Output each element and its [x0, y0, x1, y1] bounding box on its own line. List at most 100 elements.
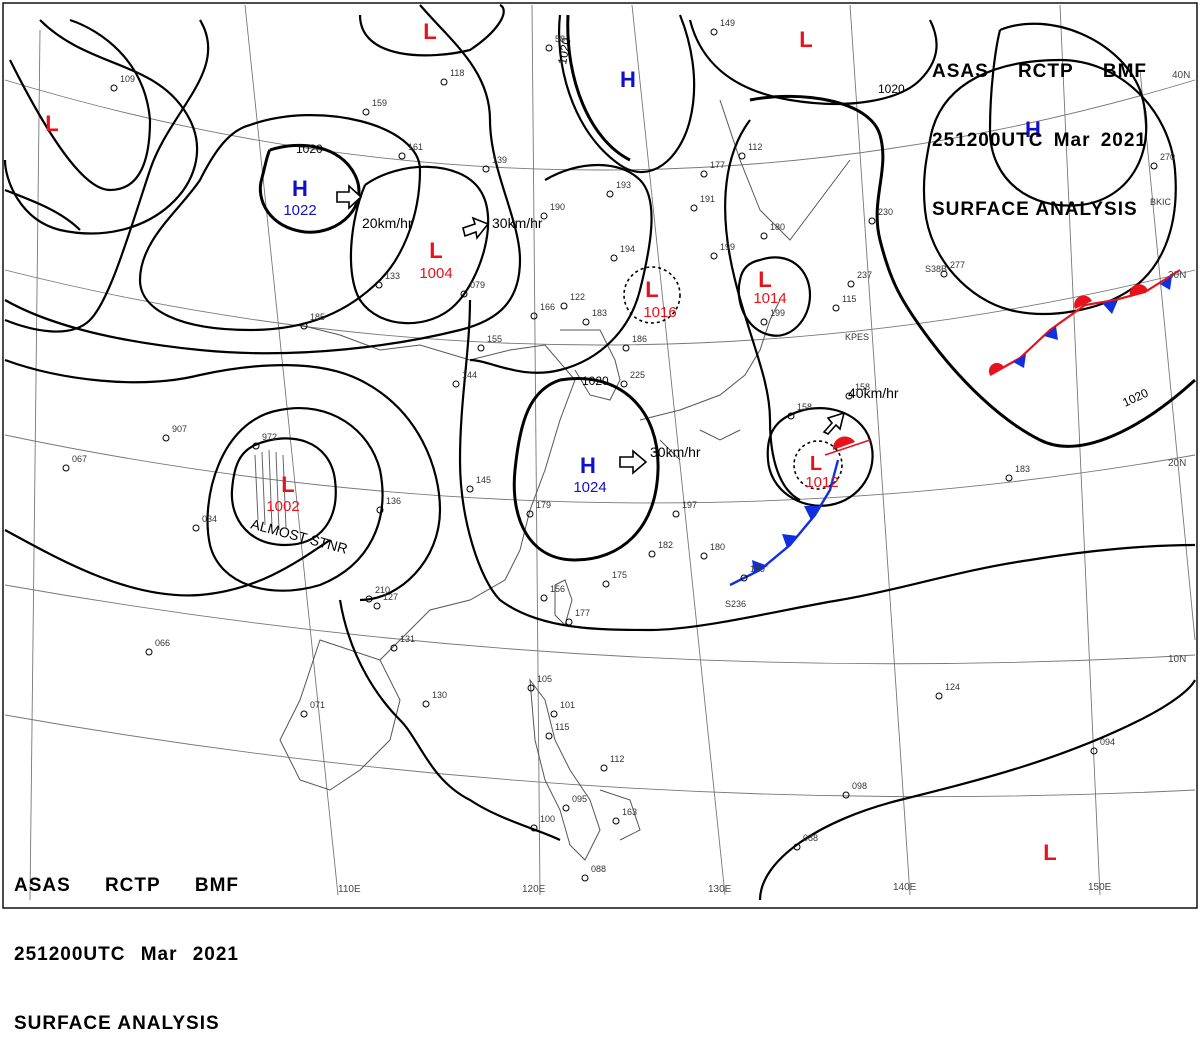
header-year: 2021 [192, 944, 239, 965]
station-pressure-value: 088 [803, 833, 818, 843]
map-frame [2, 2, 1198, 909]
station-pressure-value: 112 [748, 142, 762, 152]
station-circle [690, 204, 698, 212]
hatched-area [254, 449, 287, 531]
station-pressure-value: 136 [386, 496, 401, 506]
station-pressure-value: 158 [797, 402, 812, 412]
station-circle [530, 824, 538, 832]
station-circle [365, 595, 373, 603]
station-circle [562, 804, 570, 812]
indochina-coast [279, 639, 401, 791]
china-coast [299, 324, 576, 661]
low-center-1014-symbol: L [758, 267, 771, 292]
lat-label-30n: 30N [1168, 270, 1186, 281]
surface-analysis-map: H 1022 L 1004 L 1002 ALMOST STNR H 1024 … [2, 2, 1198, 909]
header-row-1: ASAS RCTP BMF [932, 60, 1147, 83]
station-pressure-value: 193 [616, 180, 631, 190]
station-pressure-value: 115 [555, 722, 569, 732]
station-circle [940, 270, 948, 278]
parallel-10n [4, 584, 1196, 665]
hatch-line [268, 449, 273, 529]
low-center-1004-value: 1004 [419, 265, 452, 282]
station-circle [526, 510, 534, 518]
station-pressure-value: 071 [310, 700, 325, 710]
station-circle [602, 580, 610, 588]
station-pressure-value: 183 [1015, 464, 1030, 474]
isobar-label: 1020 [878, 82, 905, 96]
station-pressure-value: 277 [950, 260, 965, 270]
header-row-2: 251200UTC Mar 2021 [14, 943, 239, 966]
isobar [922, 58, 1177, 316]
station-pressure-value: 105 [537, 674, 552, 684]
station-pressure-value: 177 [575, 608, 590, 618]
station-circle [672, 510, 680, 518]
station-pressure-value: 270 [1160, 152, 1175, 162]
station-pressure-value: 199 [720, 242, 735, 252]
lon-label-110e: 110E [338, 884, 361, 895]
station-code: BKIC [1150, 197, 1172, 207]
isobar-label: 1020 [582, 374, 609, 388]
parallel-30n [4, 269, 1196, 346]
lon-label-150e: 150E [1088, 882, 1112, 893]
station-circle [460, 290, 468, 298]
header-office: BMF [1102, 61, 1147, 82]
station-circle [466, 485, 474, 493]
station-pressure-value: 155 [487, 334, 502, 344]
hatch-line [261, 451, 266, 526]
header-row-1: ASAS RCTP BMF [14, 874, 239, 897]
station-pressure-value: 131 [400, 634, 415, 644]
isobar [349, 165, 490, 325]
station-pressure-value: 118 [450, 68, 464, 78]
header-station: RCTP [1017, 61, 1074, 82]
isobar [758, 679, 1196, 901]
header-product: SURFACE ANALYSIS [14, 1013, 220, 1034]
korea-coast [560, 329, 621, 401]
motion-label-h1022: 20km/hr [362, 215, 413, 231]
station-pressure-value: 130 [432, 690, 447, 700]
header-year: 2021 [1100, 130, 1147, 151]
station-pressure-value: 144 [462, 370, 477, 380]
motion-labels: 20km/hr 30km/hr 30km/hr 40km/hr [362, 215, 899, 460]
station-pressure-value: 166 [540, 302, 555, 312]
station-pressure-value: 190 [550, 202, 565, 212]
low-center-1012-symbol: L [810, 453, 822, 475]
station-pressure-value: 158 [855, 382, 870, 392]
station-pressure-value: 169 [750, 564, 765, 574]
header-office: BMF [194, 875, 239, 896]
station-pressure-value: 095 [572, 794, 587, 804]
motion-arrow-l1004 [462, 216, 490, 240]
station-circle [1150, 162, 1158, 170]
station-circle [452, 380, 460, 388]
station-circle [1090, 747, 1098, 755]
header-month: Mar [1053, 130, 1091, 151]
station-circle [842, 791, 850, 799]
station-pressure-value: 109 [120, 74, 135, 84]
station-pressure-value: 067 [72, 454, 87, 464]
station-pressure-value: 972 [262, 432, 277, 442]
low-1012-ring [793, 440, 843, 490]
low-center-northwest-symbol: L [423, 19, 436, 44]
station-pressure-value: 175 [612, 570, 627, 580]
station-circle [545, 44, 553, 52]
station-observations: 109 118 159 161 139 58 149 177 112 193 191 190 199 18… [72, 18, 1175, 874]
station-pressure-value: 179 [536, 500, 551, 510]
low-center-1004-symbol: L [429, 238, 442, 263]
japan-coast [639, 299, 781, 461]
axis-labels: 110E 120E 130E 140E 150E 10N 20N 30N 40N [338, 70, 1190, 895]
station-circle [760, 232, 768, 240]
east-russia-coast [719, 99, 851, 241]
station-circle [550, 710, 558, 718]
high-center-east-symbol: H [1025, 117, 1041, 142]
station-circle [376, 506, 384, 514]
motion-arrow-l1012 [822, 411, 846, 435]
coastlines [279, 99, 851, 861]
cold-front-triangle [1013, 354, 1026, 368]
station-circle [527, 684, 535, 692]
header-row-2: 251200UTC Mar 2021 [932, 129, 1147, 152]
station-circle [300, 322, 308, 330]
station-circle [648, 550, 656, 558]
motion-label-l1004: 30km/hr [492, 215, 543, 231]
station-circle [740, 574, 748, 582]
header-top-right: ASAS RCTP BMF 251200UTC Mar 2021 SURFACE… [932, 14, 1147, 244]
station-circle [620, 380, 628, 388]
